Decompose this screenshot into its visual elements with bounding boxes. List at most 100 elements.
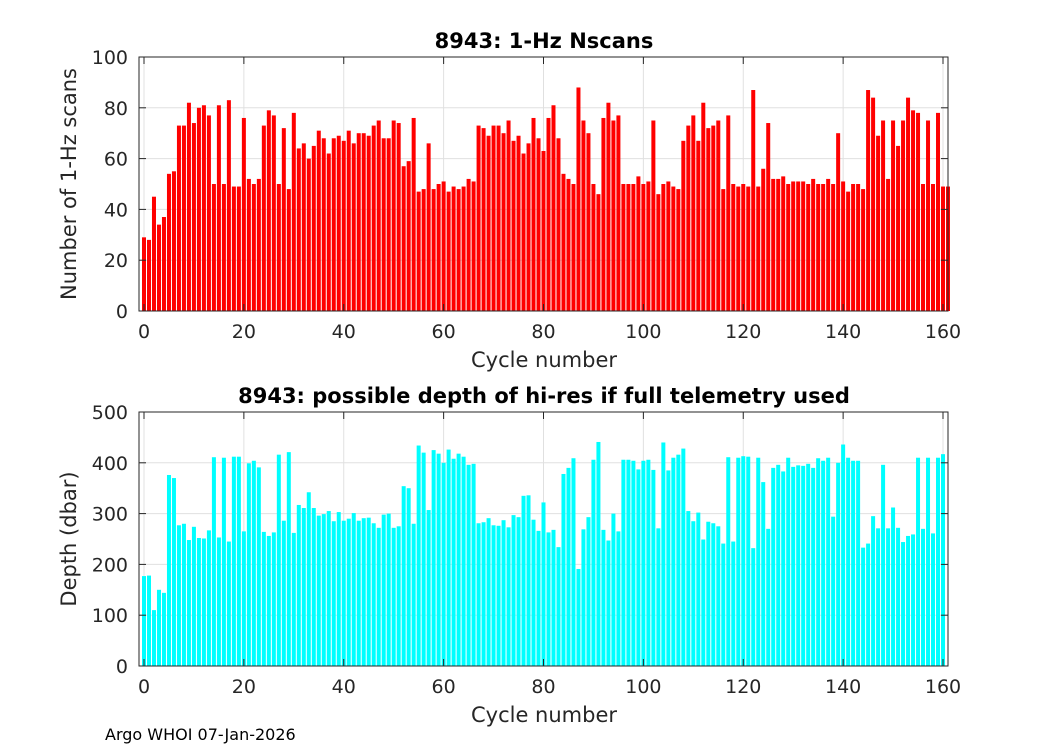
bar <box>731 184 736 311</box>
bar <box>816 458 821 666</box>
bar <box>226 100 231 312</box>
bar <box>421 189 426 311</box>
bar <box>806 463 811 666</box>
chart-title: 8943: 1-Hz Nscans <box>435 29 654 53</box>
bar <box>481 522 486 666</box>
bar <box>166 173 171 311</box>
bar <box>551 529 556 666</box>
bar <box>281 128 286 311</box>
bar <box>456 453 461 666</box>
bar <box>681 448 686 666</box>
bar <box>196 537 201 666</box>
bar <box>726 457 731 666</box>
bar <box>546 532 551 666</box>
bar <box>581 529 586 666</box>
bar <box>431 450 436 666</box>
bar <box>261 125 266 311</box>
bar <box>691 521 696 666</box>
bar <box>246 463 251 666</box>
bar <box>906 97 911 311</box>
bar <box>411 117 416 312</box>
bar <box>856 184 861 311</box>
bar <box>471 181 476 311</box>
bar <box>586 517 591 666</box>
bar <box>856 460 861 666</box>
bar <box>516 135 521 311</box>
bar <box>376 120 381 311</box>
bar <box>201 105 206 311</box>
bar <box>706 128 711 311</box>
bar <box>721 189 726 311</box>
bar <box>381 514 386 666</box>
bar <box>391 527 396 666</box>
bar <box>921 184 926 311</box>
bar <box>186 540 191 666</box>
nscans-chart: 0 20 40 60 80 100 120 140 160 0 20 40 60 80 100 8943: … <box>57 29 961 372</box>
bar <box>426 510 431 666</box>
bar <box>396 123 401 311</box>
bar <box>616 531 621 666</box>
bar <box>686 125 691 311</box>
bar <box>271 532 276 666</box>
y-axis-label: Number of 1-Hz scans <box>57 68 81 300</box>
y-axis-label: Depth (dbar) <box>57 471 81 606</box>
bar <box>911 110 916 311</box>
bar <box>716 526 721 666</box>
bar <box>171 478 176 666</box>
bar <box>796 465 801 666</box>
bar <box>316 515 321 666</box>
bar <box>461 186 466 311</box>
bar <box>501 133 506 311</box>
bar <box>306 158 311 311</box>
bar <box>221 184 226 311</box>
bar <box>366 517 371 666</box>
bar <box>311 508 316 666</box>
bar <box>811 178 816 311</box>
bar <box>741 184 746 311</box>
bar <box>331 521 336 666</box>
bar <box>656 194 661 311</box>
bar <box>746 186 751 311</box>
bar <box>142 576 146 666</box>
bar <box>596 441 601 666</box>
bar <box>826 457 831 666</box>
bar <box>341 140 346 311</box>
bar <box>626 459 631 666</box>
bar <box>566 467 571 666</box>
bar <box>846 457 851 666</box>
bar <box>696 140 701 311</box>
bar <box>891 507 896 666</box>
bar <box>406 161 411 311</box>
bar <box>191 526 196 666</box>
bar <box>791 181 796 311</box>
bar <box>561 173 566 311</box>
bar <box>371 125 376 311</box>
bar <box>361 133 366 311</box>
bar <box>541 150 546 311</box>
bar <box>671 186 676 311</box>
bar <box>646 459 651 666</box>
bar <box>376 527 381 666</box>
bar <box>151 196 156 311</box>
bar <box>466 178 471 311</box>
bar <box>176 125 181 311</box>
y-tick-label: 0 <box>116 656 128 678</box>
bar <box>386 138 391 311</box>
bar <box>936 112 941 311</box>
bar <box>711 523 716 666</box>
y-tick-label: 0 <box>116 301 128 323</box>
bar <box>621 184 626 311</box>
bar <box>546 117 551 312</box>
bar <box>916 112 921 311</box>
bar <box>596 194 601 311</box>
bar <box>896 527 901 666</box>
bar <box>806 184 811 311</box>
bar <box>801 465 806 666</box>
bar <box>566 178 571 311</box>
bar <box>506 120 511 311</box>
bar <box>781 471 786 666</box>
bar <box>681 140 686 311</box>
bar <box>861 189 866 311</box>
y-tick-label: 40 <box>104 199 128 221</box>
bar <box>421 452 426 666</box>
